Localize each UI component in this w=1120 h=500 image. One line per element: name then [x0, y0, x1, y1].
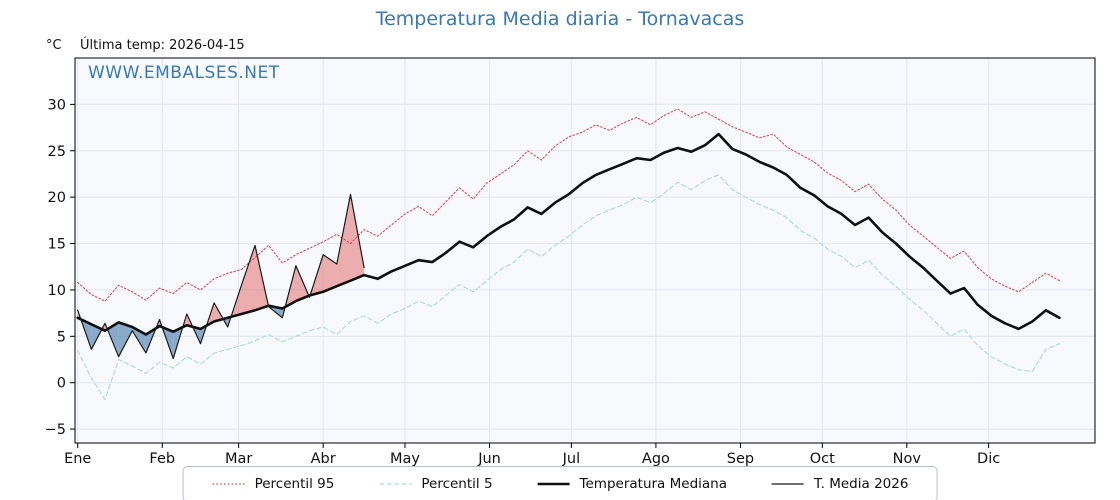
svg-text:Oct: Oct: [810, 451, 835, 467]
svg-text:25: 25: [48, 144, 66, 160]
legend-item-mediana: Temperatura Mediana: [537, 476, 727, 492]
svg-text:−5: −5: [45, 422, 66, 438]
watermark-text: WWW.EMBALSES.NET: [88, 63, 280, 83]
svg-text:May: May: [390, 451, 420, 467]
svg-text:30: 30: [48, 97, 66, 113]
svg-text:Ene: Ene: [64, 451, 91, 467]
legend-label: Temperatura Mediana: [579, 476, 727, 492]
last-temp-annotation: Última temp: 2026-04-15: [80, 38, 245, 53]
svg-text:0: 0: [57, 376, 66, 392]
legend-item-percentil-5: Percentil 5: [378, 476, 493, 492]
legend: Percentil 95 Percentil 5 Temperatura Med…: [182, 466, 938, 500]
legend-label: Percentil 5: [421, 476, 493, 492]
legend-label: T. Media 2026: [814, 476, 909, 492]
legend-item-percentil-95: Percentil 95: [212, 476, 335, 492]
legend-swatch-blue-dashed-icon: [379, 483, 412, 485]
legend-swatch-black-thick-icon: [537, 482, 570, 486]
svg-text:Abr: Abr: [311, 451, 336, 467]
svg-text:Nov: Nov: [893, 451, 922, 467]
legend-swatch-red-dotted-icon: [212, 483, 245, 485]
chart-title: Temperatura Media diaria - Tornavacas: [375, 8, 745, 30]
svg-text:Jun: Jun: [477, 451, 501, 467]
svg-text:5: 5: [57, 329, 66, 345]
legend-swatch-black-thin-icon: [772, 483, 804, 485]
legend-label: Percentil 95: [254, 476, 335, 492]
svg-text:Feb: Feb: [149, 451, 175, 467]
legend-item-media-2026: T. Media 2026: [771, 476, 908, 492]
svg-text:Ago: Ago: [642, 451, 670, 467]
svg-text:Dic: Dic: [977, 451, 1000, 467]
y-axis-unit-label: °C: [46, 38, 62, 53]
svg-text:15: 15: [48, 237, 66, 253]
svg-text:10: 10: [48, 283, 66, 299]
svg-text:20: 20: [48, 190, 66, 206]
svg-text:Sep: Sep: [727, 451, 754, 467]
svg-text:Mar: Mar: [225, 451, 252, 467]
svg-text:Jul: Jul: [562, 451, 581, 467]
